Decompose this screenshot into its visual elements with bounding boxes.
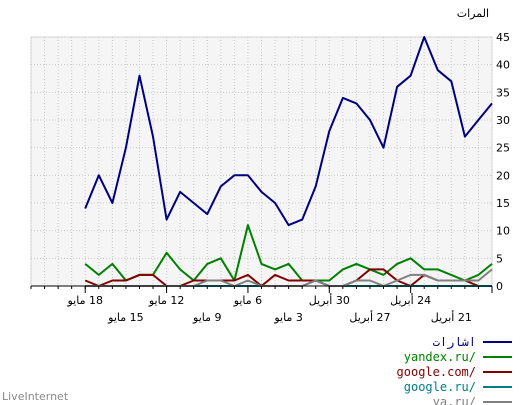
x-tick-label: 15 مايو	[107, 311, 143, 324]
x-tick-label: 21 أبريل	[431, 310, 472, 324]
legend-label: اشارات	[433, 335, 476, 350]
legend: اشاراتyandex.ru/google.com/google.ru/ya.…	[397, 335, 512, 405]
grid-lines	[30, 36, 493, 286]
x-tick-label: 9 مايو	[192, 311, 221, 324]
legend-label: yandex.ru/	[404, 350, 476, 364]
x-tick-label: 30 أبريل	[309, 293, 350, 307]
y-tick-label: 5	[496, 252, 503, 265]
x-tick-label: 12 مايو	[148, 294, 184, 307]
y-tick-label: 20	[496, 169, 510, 182]
x-tick-label: 24 أبريل	[390, 293, 431, 307]
series-line-0	[84, 36, 493, 227]
legend-label: google.com/	[397, 365, 476, 379]
watermark-brand: LiveInternet	[2, 390, 69, 403]
y-tick-label: 40	[496, 59, 510, 72]
y-axis-ticks: 0 5 10 15 20 25 30 35 40 45	[496, 31, 510, 293]
x-tick-label: 3 مايو	[273, 311, 302, 324]
x-tick-label: 18 مايو	[66, 294, 102, 307]
legend-label: google.ru/	[404, 380, 476, 394]
x-tick-label: 27 أبريل	[349, 310, 390, 324]
y-tick-label: 45	[496, 31, 510, 44]
y-tick-label: 35	[496, 86, 510, 99]
y-tick-label: 25	[496, 142, 510, 155]
y-tick-label: 15	[496, 197, 510, 210]
y-tick-label: 30	[496, 114, 510, 127]
y-tick-label: 0	[496, 280, 503, 293]
x-tick-label: 6 مايو	[233, 294, 262, 307]
y-tick-label: 10	[496, 225, 510, 238]
y-axis-label: المرات	[457, 7, 489, 20]
legend-label: ya.ru/	[433, 395, 476, 405]
plot-area	[30, 36, 493, 287]
